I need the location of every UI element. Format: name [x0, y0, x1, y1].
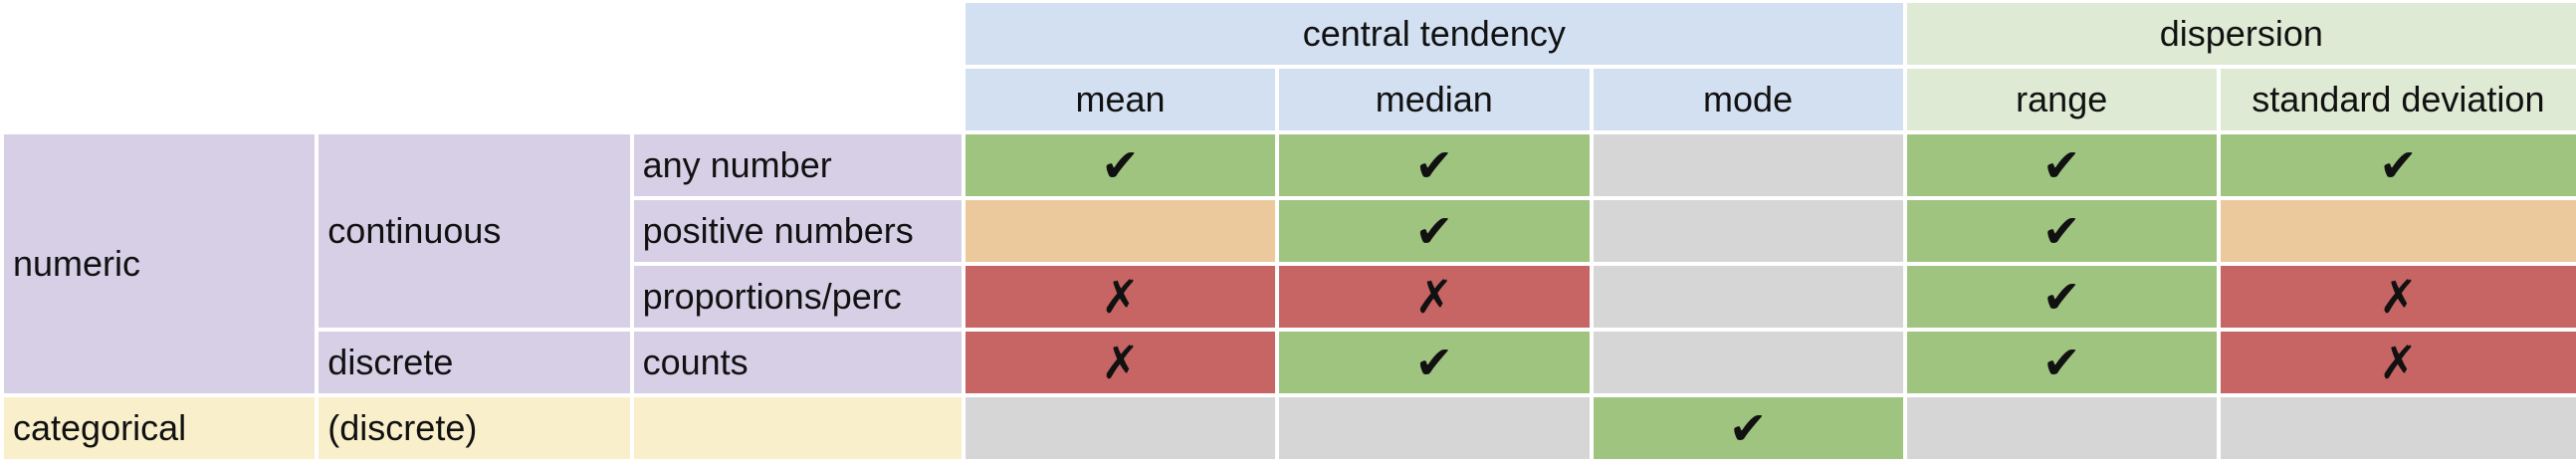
cell-mean: ✗ [965, 266, 1276, 328]
cell-range [1906, 397, 2217, 459]
cell-mean: ✔ [965, 134, 1276, 196]
table-row: discrete counts ✗ ✔ ✔ ✗ [4, 332, 2576, 393]
row-header-discrete-paren: (discrete) [319, 397, 630, 459]
cell-mean [965, 397, 1276, 459]
row-header-blank [633, 397, 962, 459]
cell-mode: ✔ [1593, 397, 1903, 459]
column-header-mean: mean [965, 69, 1276, 130]
cell-standard-deviation: ✗ [2220, 266, 2576, 328]
row-header-discrete: discrete [319, 332, 630, 393]
row-header-positive-numbers: positive numbers [633, 200, 962, 262]
table-row: categorical (discrete) ✔ [4, 397, 2576, 459]
header-row-groups: central tendency dispersion [4, 3, 2576, 65]
cell-standard-deviation: ✔ [2220, 134, 2576, 196]
cell-mode [1593, 332, 1903, 393]
cell-mean: ✗ [965, 332, 1276, 393]
cell-range: ✔ [1906, 332, 2217, 393]
cell-median: ✔ [1279, 134, 1590, 196]
column-header-range: range [1906, 69, 2217, 130]
cell-standard-deviation [2220, 397, 2576, 459]
row-header-any-number: any number [633, 134, 962, 196]
table-row: numeric continuous any number ✔ ✔ ✔ ✔ [4, 134, 2576, 393]
cell-standard-deviation: ✗ [2220, 332, 2576, 393]
header-dispersion: dispersion [1906, 3, 2576, 65]
cell-mean [965, 200, 1276, 262]
cell-mode [1593, 200, 1903, 262]
cell-standard-deviation [2220, 200, 2576, 262]
row-header-counts: counts [633, 332, 962, 393]
column-header-standard-deviation: standard deviation [2220, 69, 2576, 130]
cell-median [1279, 397, 1590, 459]
cell-mode [1593, 266, 1903, 328]
cell-range: ✔ [1906, 200, 2217, 262]
cell-median: ✗ [1279, 266, 1590, 328]
table-row: proportions/perc ✗ ✗ ✔ ✗ [4, 266, 2576, 328]
row-header-continuous: continuous [319, 134, 630, 328]
cell-median: ✔ [1279, 200, 1590, 262]
column-header-mode: mode [1593, 69, 1903, 130]
table-row: positive numbers ✔ ✔ [4, 200, 2576, 262]
row-header-proportions: proportions/perc [633, 266, 962, 328]
cell-range: ✔ [1906, 134, 2217, 196]
header-row-columns: mean median mode range standard deviatio… [4, 69, 2576, 130]
cell-median: ✔ [1279, 332, 1590, 393]
row-header-numeric: numeric [4, 134, 316, 393]
header-central-tendency: central tendency [965, 3, 1903, 65]
column-header-median: median [1279, 69, 1590, 130]
cell-mode [1593, 134, 1903, 196]
cell-range: ✔ [1906, 266, 2217, 328]
row-header-categorical: categorical [4, 397, 316, 459]
